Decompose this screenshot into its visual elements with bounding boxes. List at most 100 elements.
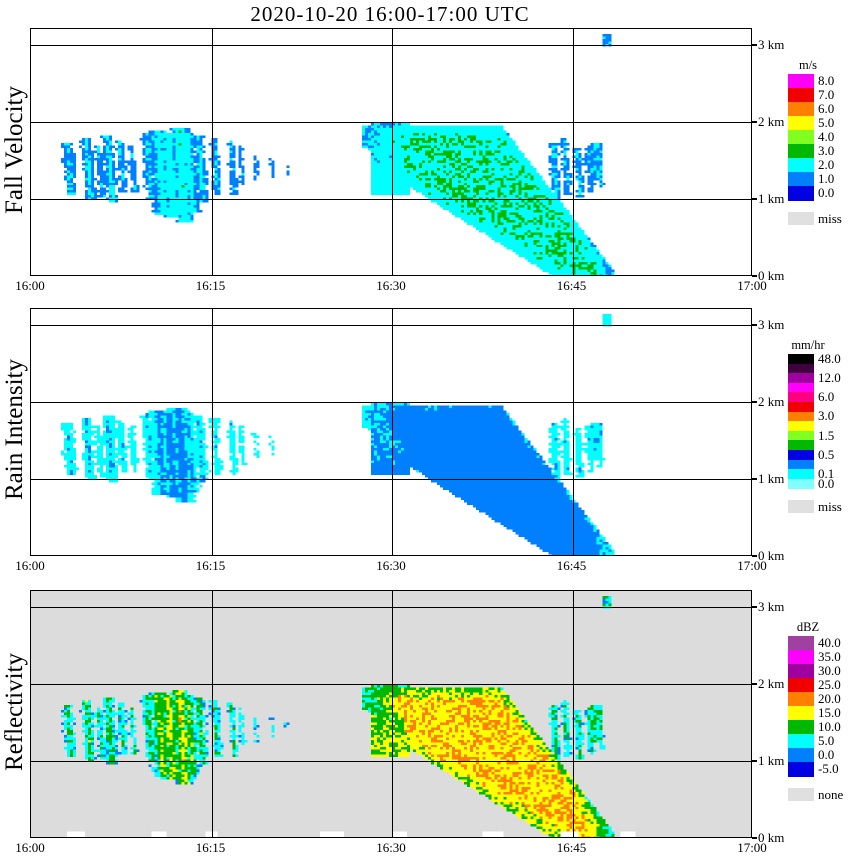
- gridline-vertical: [572, 591, 574, 837]
- plot-area-fall-velocity: [30, 28, 752, 276]
- radar-data-fall-velocity: [31, 29, 751, 275]
- colorbar-band: [788, 421, 814, 432]
- colorbar-tick-label: 20.0: [818, 691, 841, 706]
- colorbar-tick-label: 7.0: [818, 87, 835, 102]
- colorbar-tick-label: 25.0: [818, 677, 841, 692]
- colorbar-band: [788, 430, 814, 441]
- y-tick-label: 3 km: [758, 316, 785, 332]
- y-tick-label: 0 km: [758, 268, 785, 283]
- gridline-horizontal: [31, 324, 751, 327]
- x-tick-label: 16:15: [195, 840, 226, 855]
- colorbar-rain-intensity: mm/hr 48.0 12.0 6.0 3.0 1.5 0.5 0.1 0.0 miss: [788, 338, 850, 528]
- colorbar-tick-label: 0.5: [818, 446, 835, 462]
- colorbar-band: [788, 440, 814, 451]
- y-tick-mark: [752, 275, 757, 277]
- colorbar-band: [788, 144, 814, 159]
- x-tick-label: 17:00: [737, 840, 767, 855]
- colorbar-band: [788, 88, 814, 103]
- x-tick-label: 17:00: [737, 558, 767, 573]
- page-title: 2020-10-20 16:00-17:00 UTC: [250, 2, 530, 26]
- y-tick-mark: [752, 555, 757, 557]
- colorbar-tick-label: 35.0: [818, 649, 841, 664]
- gridline-vertical: [392, 309, 394, 555]
- x-tick-label: 16:00: [15, 278, 45, 293]
- colorbar-tick-label: 4.0: [818, 129, 835, 144]
- colorbar-missing-swatch: [788, 788, 814, 801]
- colorbar-tick-label: 1.5: [818, 427, 835, 443]
- colorbar-band: [788, 363, 814, 374]
- colorbar-band: [788, 720, 814, 735]
- colorbar-band: [788, 186, 814, 201]
- y-tick-mark: [752, 198, 757, 200]
- colorbar-tick-label: 48.0: [818, 350, 841, 366]
- colorbar-band: [788, 354, 814, 365]
- colorbar-unit-rain-intensity: mm/hr: [791, 338, 825, 352]
- colorbar-band: [788, 158, 814, 173]
- colorbar-unit-reflectivity: dBZ: [796, 620, 820, 634]
- y-tick-mark: [752, 606, 757, 608]
- y-tick-mark: [752, 324, 757, 326]
- colorbar-missing-label: miss: [818, 211, 842, 226]
- gridline-horizontal: [31, 401, 751, 404]
- colorbar-band: [788, 459, 814, 470]
- colorbar-missing-swatch: [788, 500, 814, 514]
- colorbar-band: [788, 478, 814, 489]
- y-tick-label: 2 km: [758, 675, 785, 691]
- colorbar-band: [788, 706, 814, 721]
- gridline-vertical: [211, 29, 213, 275]
- colorbar-tick-label: 6.0: [818, 389, 835, 405]
- colorbar-band: [788, 678, 814, 693]
- plot-area-rain-intensity: [30, 308, 752, 556]
- y-tick-label: 1 km: [758, 190, 785, 206]
- colorbar-tick-label: 8.0: [818, 73, 835, 88]
- gridline-horizontal: [31, 121, 751, 124]
- y-tick-mark: [752, 121, 757, 123]
- y-tick-mark: [752, 683, 757, 685]
- colorbar-unit-fall-velocity: m/s: [798, 58, 818, 72]
- colorbar-band: [788, 392, 814, 403]
- colorbar-tick-label: 3.0: [818, 408, 835, 424]
- colorbar-tick-label: 0.1: [818, 466, 835, 481]
- colorbar-band: [788, 692, 814, 707]
- x-tick-label: 16:15: [195, 278, 226, 293]
- colorbar-band: [788, 116, 814, 131]
- colorbar-tick-label: 10.0: [818, 719, 841, 734]
- x-tick-label: 16:30: [376, 558, 406, 573]
- x-tick-label: 17:00: [737, 278, 767, 293]
- colorbar-tick-label: 5.0: [818, 733, 835, 748]
- gridline-vertical: [392, 591, 394, 837]
- x-tick-label: 16:45: [556, 840, 587, 855]
- colorbar-band: [788, 734, 814, 749]
- y-tick-label: 2 km: [758, 393, 785, 409]
- colorbar-band: [788, 172, 814, 187]
- gridline-horizontal: [31, 44, 751, 47]
- colorbar-band: [788, 650, 814, 665]
- colorbar-tick-label: 3.0: [818, 143, 835, 158]
- colorbar-band: [788, 382, 814, 393]
- gridline-horizontal: [31, 606, 751, 609]
- y-tick-label: 3 km: [758, 36, 785, 52]
- gridline-horizontal: [31, 198, 751, 201]
- gridline-horizontal: [31, 760, 751, 763]
- colorbar-tick-label: 15.0: [818, 705, 841, 720]
- y-tick-mark: [752, 44, 757, 46]
- colorbar-band: [788, 74, 814, 89]
- x-tick-label: 16:00: [15, 840, 45, 855]
- radar-data-reflectivity: [31, 591, 751, 837]
- y-tick-label: 0 km: [758, 548, 785, 563]
- x-tick-label: 16:30: [376, 840, 406, 855]
- gridline-horizontal: [31, 683, 751, 686]
- axis-label-reflectivity: Reflectivity: [1, 652, 28, 772]
- colorbar-tick-label: 0.0: [818, 747, 835, 762]
- x-tick-label: 16:15: [195, 558, 226, 573]
- colorbar-band: [788, 411, 814, 422]
- y-tick-mark: [752, 478, 757, 480]
- colorbar-band: [788, 402, 814, 413]
- gridline-vertical: [572, 309, 574, 555]
- colorbar-tick-label: 40.0: [818, 635, 841, 650]
- gridline-vertical: [392, 29, 394, 275]
- colorbar-tick-label: 0.0: [818, 185, 835, 200]
- colorbar-missing-label: none: [818, 787, 844, 802]
- colorbar-tick-label: 6.0: [818, 101, 835, 116]
- y-tick-label: 0 km: [758, 830, 785, 845]
